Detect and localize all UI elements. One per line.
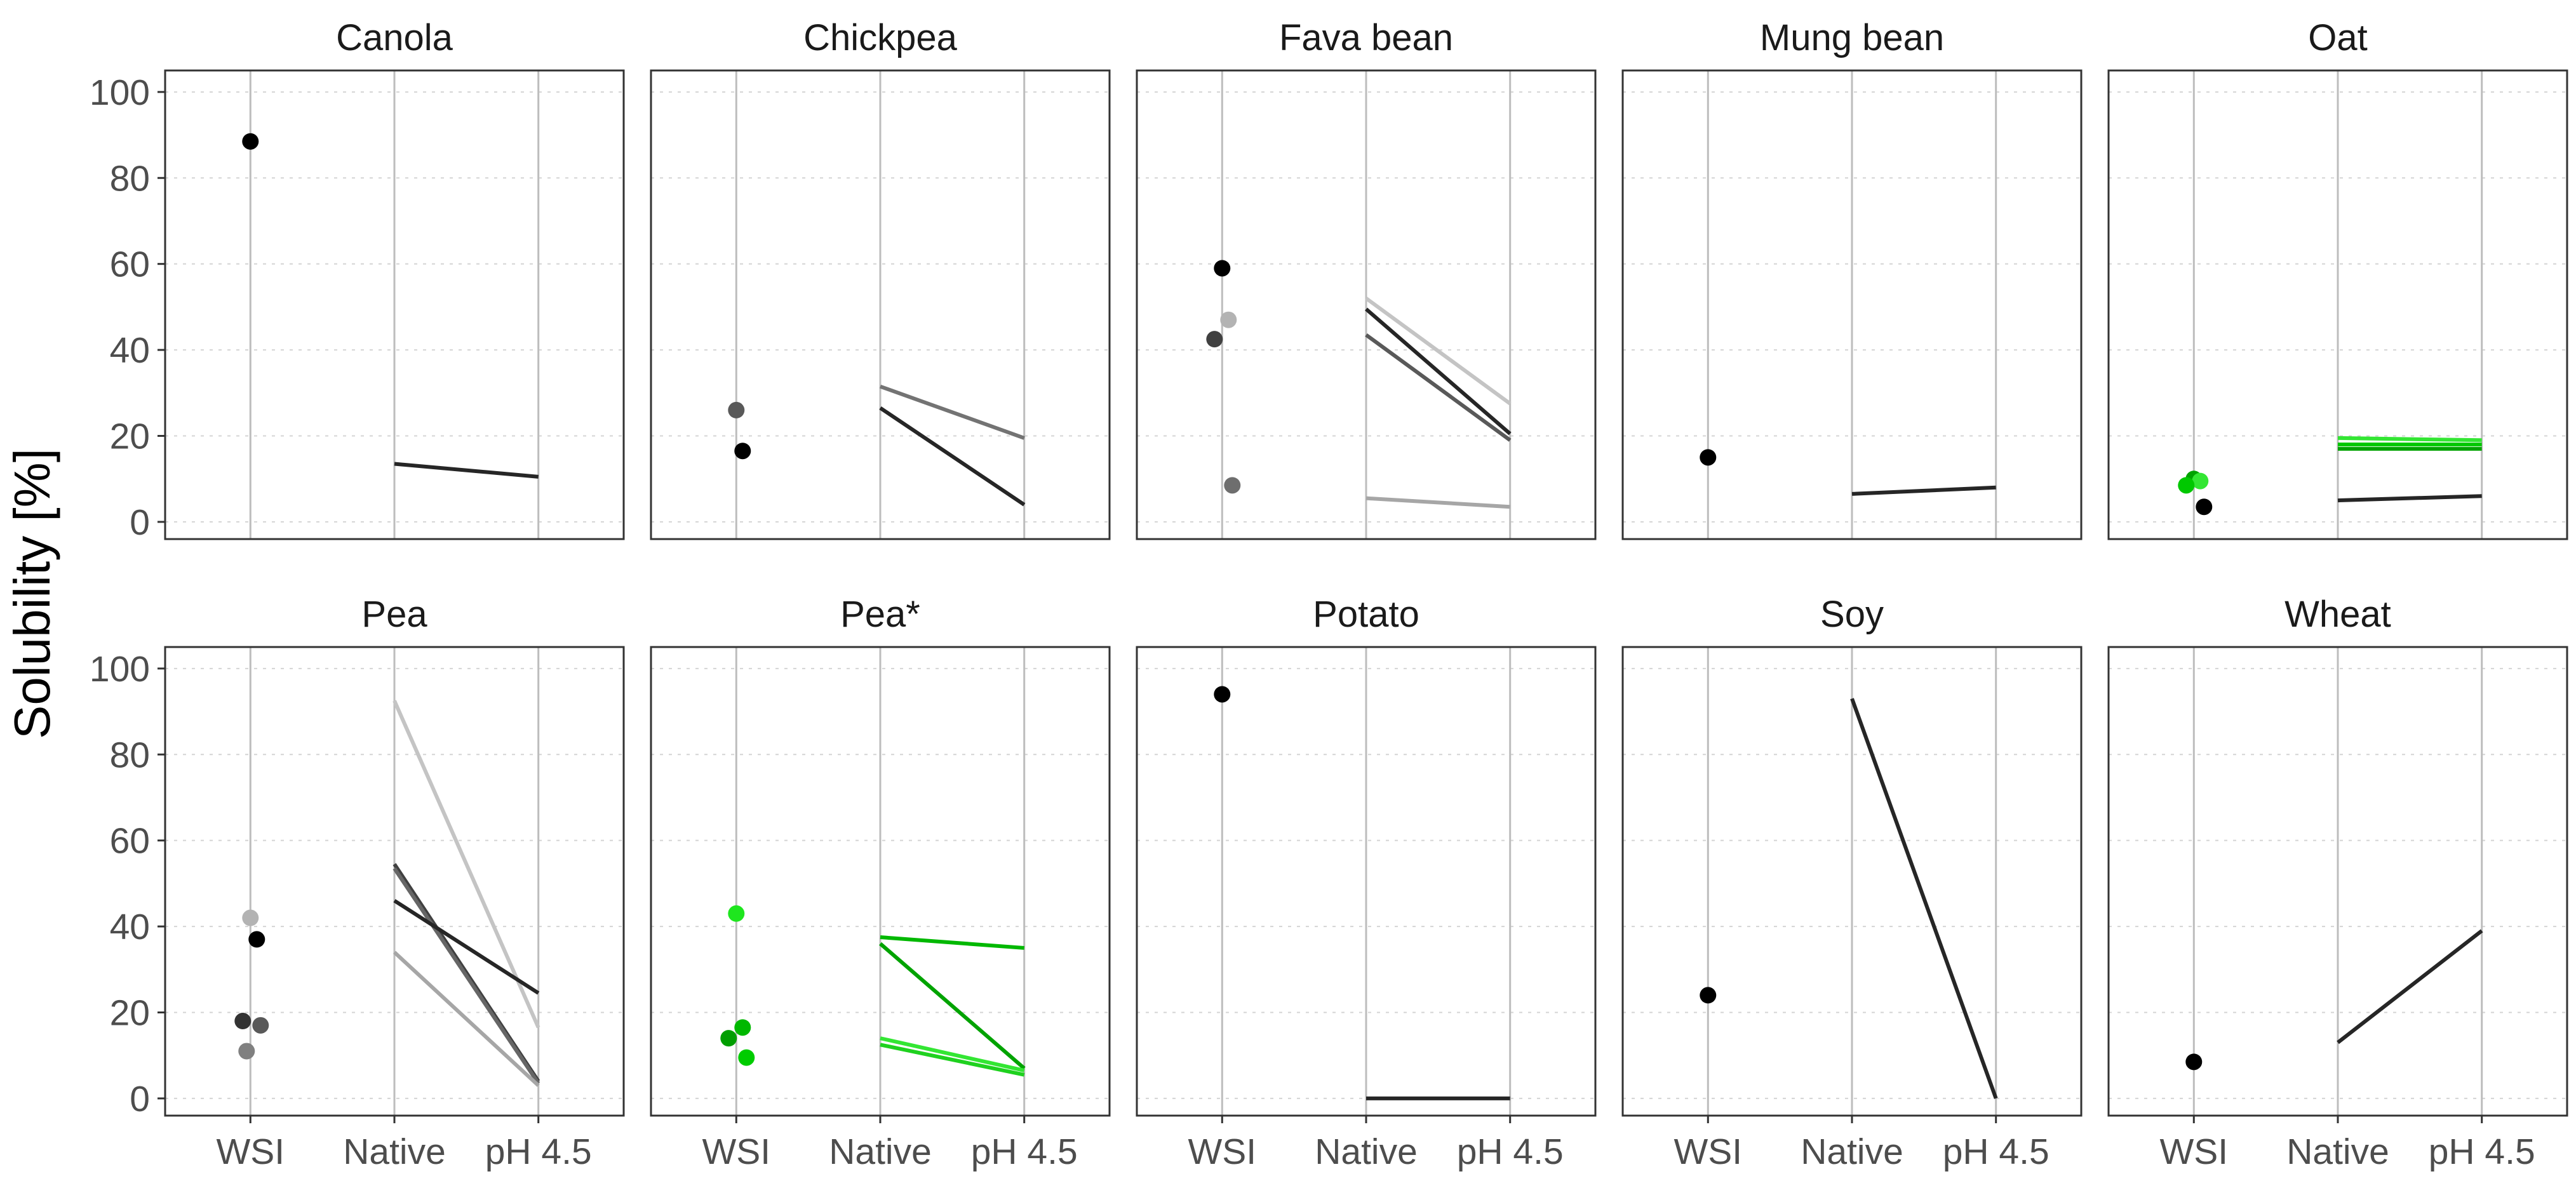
- panel-title: Fava bean: [1279, 17, 1453, 58]
- panel-title: Oat: [2308, 17, 2368, 58]
- y-tick-label: 60: [110, 244, 150, 285]
- data-point: [2178, 477, 2195, 494]
- data-point: [238, 1043, 255, 1060]
- panel-title: Pea*: [840, 594, 920, 635]
- y-tick-label: 80: [110, 735, 150, 775]
- x-tick-label: Native: [829, 1131, 932, 1172]
- y-tick-label: 60: [110, 821, 150, 862]
- x-tick-label: pH 4.5: [2429, 1131, 2535, 1172]
- data-point: [248, 931, 265, 948]
- panel-oat: Oat: [2107, 17, 2568, 540]
- x-tick-label: Native: [1315, 1131, 1418, 1172]
- y-tick-label: 0: [130, 502, 150, 543]
- series-line: [2337, 494, 2482, 503]
- series-line: [880, 1043, 1025, 1077]
- series-line: [392, 951, 540, 1087]
- series-line: [393, 898, 540, 995]
- x-tick-label: pH 4.5: [1943, 1131, 2049, 1172]
- x-tick-label: Native: [2286, 1131, 2389, 1172]
- series-line: [879, 406, 1026, 507]
- y-tick-label: 20: [110, 417, 150, 457]
- y-tick-label: 100: [90, 72, 150, 113]
- panel-title: Mung bean: [1760, 17, 1944, 58]
- x-tick-label: WSI: [2159, 1131, 2228, 1172]
- panel-mung-bean: Mung bean: [1621, 17, 2083, 540]
- y-tick-label: 0: [130, 1079, 150, 1119]
- data-point: [2185, 1053, 2203, 1071]
- series-line: [392, 700, 540, 1029]
- panel-frame: [650, 69, 1111, 540]
- x-tick-label: pH 4.5: [971, 1131, 1078, 1172]
- y-tick-label: 40: [110, 330, 150, 371]
- x-tick-label: Native: [343, 1131, 446, 1172]
- series-line: [880, 935, 1024, 950]
- series-line: [1851, 485, 1996, 496]
- data-point: [720, 1030, 737, 1047]
- panel-title: Chickpea: [803, 17, 958, 58]
- data-point: [252, 1017, 269, 1034]
- panel-title: Soy: [1820, 594, 1884, 635]
- y-axis-title: Solubility [%]: [4, 448, 60, 739]
- x-tick-label: pH 4.5: [485, 1131, 592, 1172]
- series-line: [1365, 333, 1512, 442]
- x-tick-label: Native: [1801, 1131, 1903, 1172]
- x-tick-label: WSI: [702, 1131, 770, 1172]
- panel-title: Wheat: [2284, 594, 2391, 635]
- data-point: [2192, 472, 2209, 490]
- series-line: [1365, 297, 1512, 406]
- x-tick-label: WSI: [1188, 1131, 1256, 1172]
- data-point: [1214, 686, 1231, 703]
- panel-potato: Potato WSI Native pH 4.5: [1136, 594, 1597, 1172]
- data-point: [1224, 477, 1241, 494]
- data-point: [734, 443, 751, 460]
- y-tick-label: 80: [110, 158, 150, 199]
- series-line: [1850, 698, 1998, 1099]
- y-tick-label: 20: [110, 993, 150, 1034]
- data-point: [728, 401, 745, 418]
- data-point: [242, 133, 259, 150]
- data-point: [1700, 987, 1717, 1004]
- series-line: [880, 1036, 1025, 1072]
- x-tick-label: WSI: [216, 1131, 285, 1172]
- panel-title: Potato: [1313, 594, 1419, 635]
- series-line: [394, 462, 539, 479]
- series-line: [2337, 436, 2482, 443]
- data-point: [234, 1013, 252, 1030]
- panel-canola: Canola 0 20 40 60 80 100: [90, 17, 625, 543]
- data-point: [1206, 331, 1223, 348]
- x-tick-label: pH 4.5: [1457, 1131, 1564, 1172]
- y-tick-label: 40: [110, 907, 150, 947]
- data-point: [734, 1019, 751, 1036]
- data-point: [2196, 498, 2213, 516]
- x-tick-label: WSI: [1674, 1131, 1742, 1172]
- panel-frame: [1621, 69, 2083, 540]
- panel-title: Canola: [336, 17, 453, 58]
- series-line: [392, 867, 540, 1085]
- data-point: [728, 905, 745, 922]
- facet-panels: Canola 0 20 40 60 80 100 Chickpea Fava bean Mung …: [90, 17, 2568, 1172]
- panel-title: Pea: [361, 594, 427, 635]
- panel-wheat: Wheat WSI Native pH 4.5: [2107, 594, 2568, 1172]
- y-tick-label: 100: [90, 649, 150, 690]
- series-line: [1365, 496, 1510, 509]
- series-line: [2337, 929, 2483, 1045]
- panel-frame: [1136, 69, 1597, 540]
- data-point: [738, 1049, 755, 1066]
- data-point: [242, 909, 259, 926]
- series-line: [879, 384, 1025, 440]
- panel-soy: Soy WSI Native pH 4.5: [1621, 594, 2083, 1172]
- data-point: [1214, 260, 1231, 277]
- panel-fava-bean: Fava bean: [1136, 17, 1597, 540]
- panel-pea: Pea 0 20 40 60 80 100 WSI Native pH 4.5: [90, 594, 625, 1172]
- data-point: [1700, 449, 1717, 466]
- panel-chickpea: Chickpea: [650, 17, 1111, 540]
- panel-pea: Pea* WSI Native pH 4.5: [650, 594, 1111, 1172]
- series-line: [1365, 307, 1512, 436]
- panel-frame: [164, 69, 625, 540]
- panel-frame: [2107, 69, 2568, 540]
- data-point: [1220, 311, 1237, 328]
- series-line: [879, 942, 1026, 1070]
